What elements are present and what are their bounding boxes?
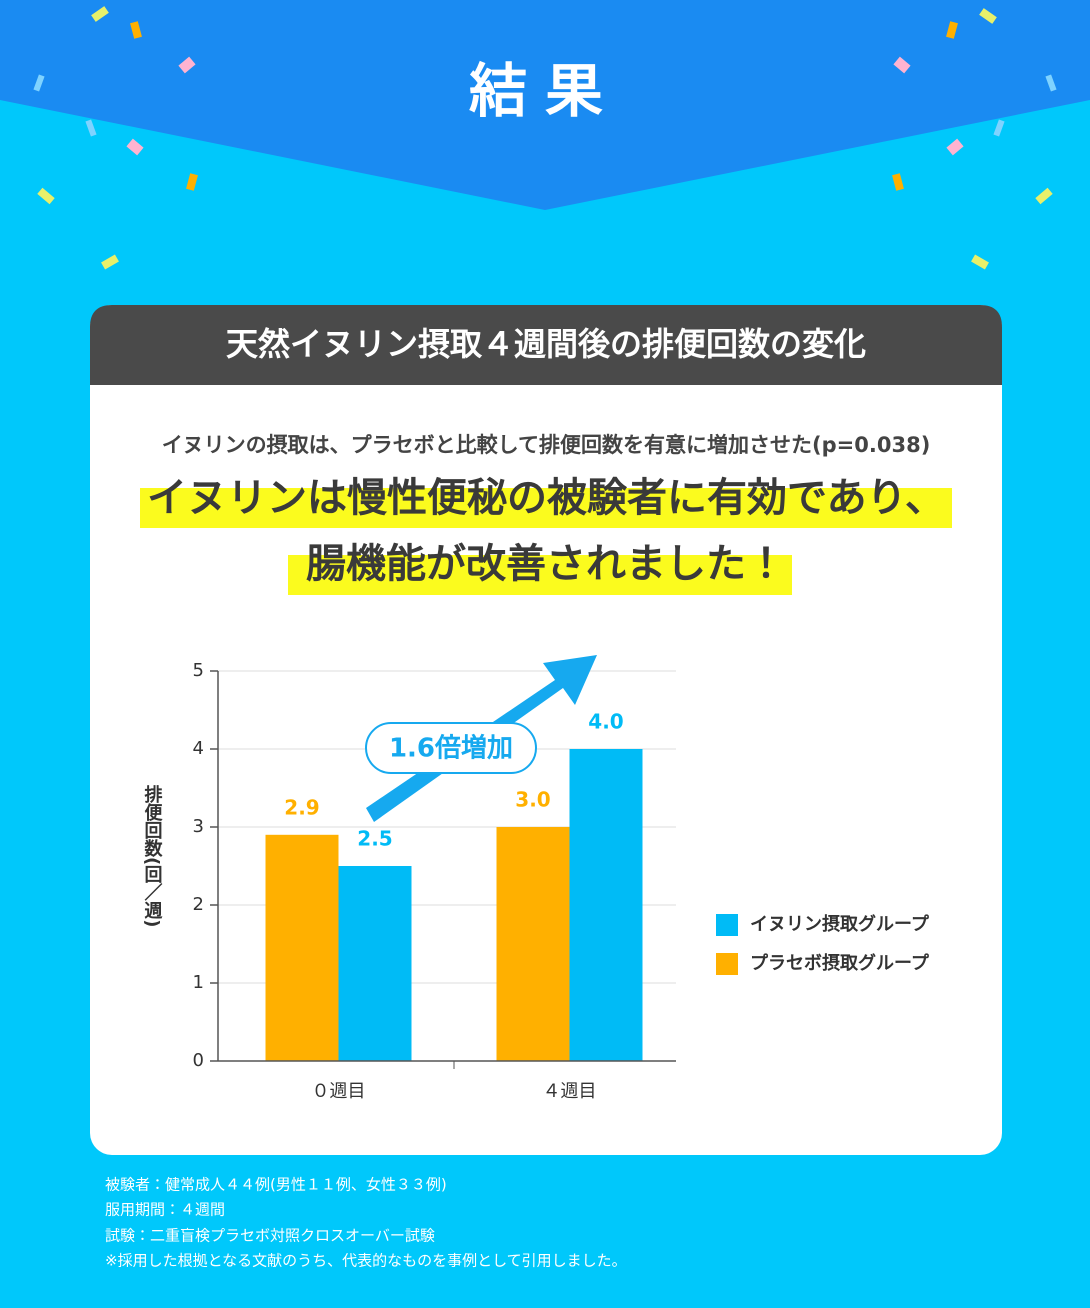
bar <box>338 866 412 1061</box>
legend-swatch <box>716 914 738 936</box>
note: 服用期間：４週間 <box>105 1201 225 1219</box>
subtitle: イヌリンの摂取は、プラセボと比較して排便回数を有意に増加させた(p=0.038) <box>162 433 931 457</box>
y-axis-label: 排便回数(回／週) <box>142 784 163 928</box>
y-tick-label: 3 <box>193 816 204 837</box>
value-label: 3.0 <box>515 788 550 812</box>
y-tick-label: 1 <box>193 972 204 993</box>
headline: イヌリンは慢性便秘の被験者に有効であり、 <box>147 475 945 521</box>
value-label: 4.0 <box>588 710 623 734</box>
value-label: 2.5 <box>357 827 392 851</box>
note: 試験：二重盲検プラセボ対照クロスオーバー試験 <box>105 1227 435 1245</box>
bar <box>569 749 643 1061</box>
legend-label: イヌリン摂取グループ <box>750 913 930 935</box>
confetti <box>33 6 1057 270</box>
headline: 腸機能が改善されました！ <box>306 541 786 587</box>
highlight <box>288 555 792 595</box>
x-tick-label: ４週目 <box>543 1081 597 1102</box>
highlight <box>140 488 952 528</box>
bar <box>265 834 339 1061</box>
card-title: 天然イヌリン摂取４週間後の排便回数の変化 <box>226 325 866 363</box>
chart: 0 1 2 3 4 5 排便回数(回／週) ０週目 2.9 2.5 ４週目 3.0 4.0 1.6倍増加イ… <box>142 655 930 1102</box>
top-banner <box>0 0 1090 210</box>
y-tick-label: 4 <box>193 738 204 759</box>
legend-label: プラセボ摂取グループ <box>750 952 930 974</box>
bar <box>496 827 570 1061</box>
x-tick-label: ０週目 <box>312 1081 366 1102</box>
annotation: 1.6倍増加 <box>389 734 513 764</box>
y-tick-label: 2 <box>193 894 204 915</box>
note: ※採用した根拠となる文献のうち、代表的なものを事例として引用しました。 <box>105 1252 627 1270</box>
card-header <box>90 305 1002 385</box>
y-tick-label: 0 <box>193 1050 204 1071</box>
page-title: 結果 <box>469 57 621 125</box>
note: 被験者：健常成人４４例(男性１１例、女性３３例) <box>105 1176 447 1194</box>
y-tick-label: 5 <box>193 660 204 681</box>
value-label: 2.9 <box>284 795 319 819</box>
annotation-box <box>365 722 537 774</box>
legend-swatch <box>716 953 738 975</box>
